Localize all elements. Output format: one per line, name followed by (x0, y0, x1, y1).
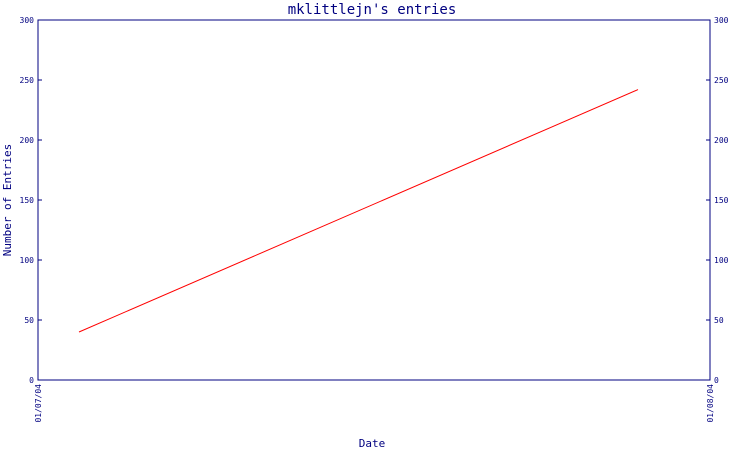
y-tick-label-right: 250 (714, 76, 729, 85)
x-axis: 01/07/04 01/08/04 (34, 376, 715, 423)
series-layer (78, 89, 639, 333)
y-axis-label: Number of Entries (1, 144, 14, 257)
y-tick-label-right: 50 (714, 316, 724, 325)
series-line (78, 89, 639, 333)
y-tick-label-left: 300 (20, 16, 35, 25)
x-axis-label: Date (359, 437, 386, 450)
y-tick-label-left: 0 (29, 376, 34, 385)
y-tick-label-right: 150 (714, 196, 729, 205)
x-tick-label: 01/08/04 (706, 384, 715, 423)
chart-title: mklittlejn's entries (288, 2, 457, 18)
left-y-axis: 0 50 100 150 200 250 300 (20, 16, 42, 385)
y-tick-label-left: 150 (20, 196, 35, 205)
y-tick-label-right: 300 (714, 16, 729, 25)
y-tick-label-right: 0 (714, 376, 719, 385)
y-tick-label-left: 50 (24, 316, 34, 325)
y-tick-label-left: 100 (20, 256, 35, 265)
right-y-axis: 0 50 100 150 200 250 300 (706, 16, 729, 385)
x-tick-label: 01/07/04 (34, 384, 43, 423)
y-tick-label-left: 250 (20, 76, 35, 85)
y-tick-label-right: 200 (714, 136, 729, 145)
y-tick-label-right: 100 (714, 256, 729, 265)
y-tick-label-left: 200 (20, 136, 35, 145)
plot-area-frame (37, 19, 711, 381)
